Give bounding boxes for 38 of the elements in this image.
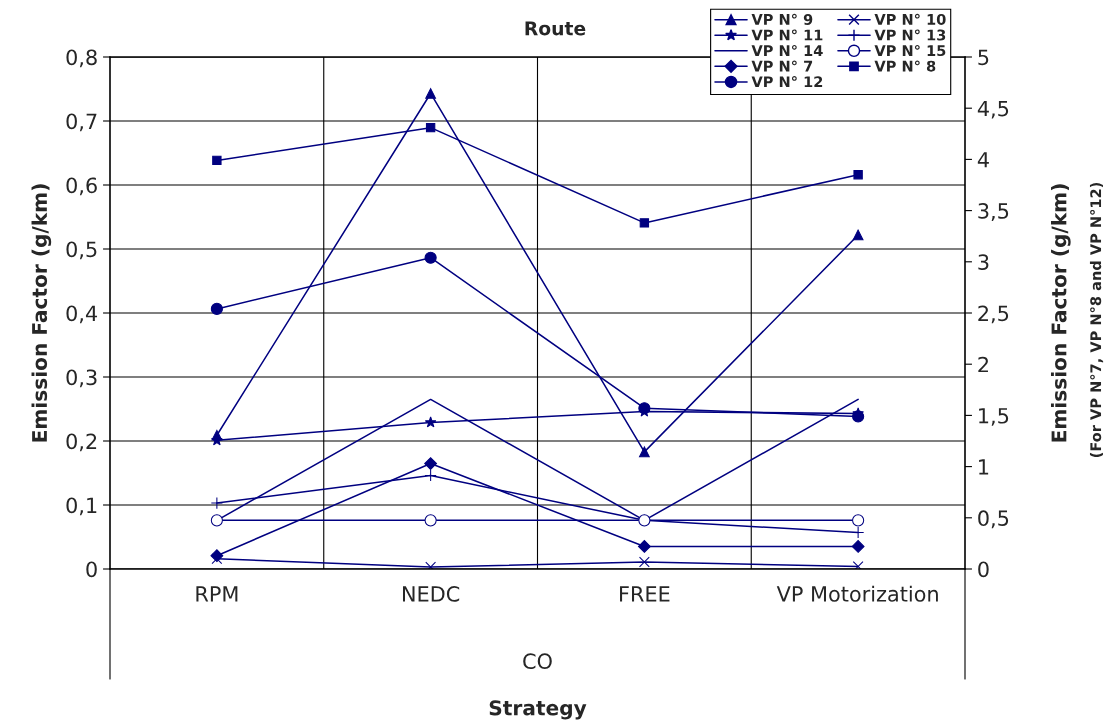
legend-label: VP N° 7 bbox=[751, 60, 813, 72]
y-tick-label: 0,6 bbox=[66, 177, 97, 196]
legend-label: VP N° 9 bbox=[751, 13, 813, 25]
y2-tick-label: 0 bbox=[978, 561, 989, 578]
y2-tick-label: 4,5 bbox=[977, 100, 1009, 119]
y-tick-label: 0,8 bbox=[66, 49, 97, 68]
x-tick-label: RPM bbox=[196, 586, 238, 602]
y2-tick-label: 0,5 bbox=[978, 510, 1009, 529]
y2-tick-label: 4 bbox=[977, 152, 989, 168]
legend-label: VP N° 11 bbox=[751, 29, 823, 41]
y2-tick-label: 1 bbox=[979, 459, 989, 475]
y2-tick-label: 1,5 bbox=[979, 408, 1009, 426]
legend-label: VP N° 12 bbox=[751, 76, 823, 88]
y-tick-label: 0,3 bbox=[66, 369, 97, 388]
y-tick-label: 0,1 bbox=[66, 497, 97, 516]
y-tick-label: 0,2 bbox=[66, 433, 97, 452]
y2-tick-label: 2,5 bbox=[978, 305, 1009, 324]
x-axis-title: Strategy bbox=[489, 700, 587, 720]
legend-label: VP N° 13 bbox=[874, 29, 946, 41]
text: CO bbox=[523, 653, 552, 670]
legend-label: VP N° 15 bbox=[874, 44, 946, 57]
chart-title: Route bbox=[525, 21, 586, 36]
y2-tick-label: 3 bbox=[978, 254, 989, 271]
text: Emission Factor (g/km) (For VP N°7, VP N°8 and VP N°12) bbox=[1051, 182, 1104, 458]
y-tick-label: 0,4 bbox=[66, 305, 98, 324]
y-axis-title: Emission Factor (g/km) bbox=[31, 184, 52, 442]
y-tick-label: 0 bbox=[86, 561, 97, 578]
y2-tick-label: 5 bbox=[978, 49, 989, 66]
y2-tick-label: 3,5 bbox=[978, 203, 1009, 221]
y-tick-label: 0,7 bbox=[66, 113, 97, 132]
y-tick-label: 0,5 bbox=[66, 241, 97, 260]
legend-label: VP N° 10 bbox=[874, 13, 946, 25]
y2-tick-label: 2 bbox=[978, 356, 988, 373]
legend-label: VP N° 14 bbox=[751, 44, 823, 56]
legend-label: VP N° 8 bbox=[874, 60, 936, 72]
x-tick-label: VP Motorization bbox=[776, 585, 938, 602]
x-tick-label: NEDC bbox=[403, 586, 460, 602]
x-tick-label: FREE bbox=[620, 586, 670, 602]
